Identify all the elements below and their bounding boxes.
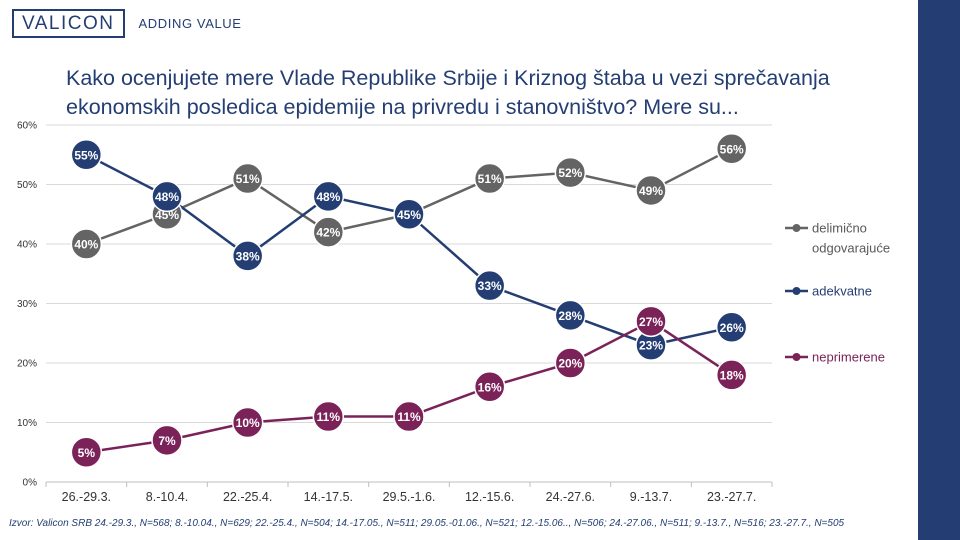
data-point	[393, 400, 425, 433]
data-label: 42%	[316, 226, 340, 240]
x-tick-label: 12.-15.6.	[465, 490, 514, 504]
x-tick-label: 29.5.-1.6.	[383, 490, 436, 504]
data-point	[635, 305, 667, 338]
data-label: 45%	[397, 208, 421, 222]
data-point	[715, 359, 748, 391]
x-tick-label: 14.-17.5.	[304, 490, 353, 504]
data-point	[715, 311, 748, 344]
y-tick-label: 20%	[17, 359, 37, 370]
data-point	[393, 198, 425, 230]
data-point	[231, 162, 264, 195]
data-label: 52%	[558, 166, 582, 180]
data-label: 23%	[639, 339, 663, 353]
data-point	[70, 436, 103, 468]
data-point	[554, 299, 587, 332]
data-point	[70, 139, 103, 171]
data-label: 7%	[158, 434, 176, 448]
y-tick-label: 0%	[23, 478, 38, 489]
series-line	[85, 153, 732, 347]
data-label: 10%	[236, 416, 260, 430]
legend-marker	[792, 224, 801, 232]
data-label: 56%	[720, 142, 744, 156]
data-point	[231, 406, 264, 439]
data-point	[312, 216, 345, 248]
legend-label: neprimerene	[812, 350, 885, 365]
legend-label: adekvatne	[812, 284, 872, 299]
data-label: 11%	[397, 410, 421, 424]
chart-title: Kako ocenjujete mere Vlade Republike Srb…	[66, 66, 830, 119]
data-point	[554, 347, 587, 379]
data-label: 48%	[316, 190, 340, 204]
y-tick-label: 50%	[17, 180, 37, 191]
data-label: 49%	[639, 184, 663, 198]
legend-marker	[792, 287, 801, 295]
valicon-logo: VALICON ADDING VALUE	[12, 8, 242, 38]
data-label: 18%	[720, 368, 744, 382]
data-point	[473, 371, 506, 403]
data-point	[231, 240, 264, 272]
right-accent-band	[918, 0, 960, 540]
data-point	[312, 400, 345, 433]
data-label: 40%	[74, 238, 98, 252]
logo-brand: VALICON	[12, 8, 125, 38]
data-label: 51%	[478, 172, 502, 186]
y-tick-label: 40%	[17, 240, 37, 251]
data-label: 33%	[478, 279, 502, 293]
logo-tagline: ADDING VALUE	[138, 15, 242, 31]
data-point	[151, 180, 183, 213]
data-label: 51%	[236, 172, 260, 186]
x-tick-label: 22.-25.4.	[223, 490, 272, 504]
data-label: 11%	[317, 410, 341, 424]
data-label: 26%	[720, 321, 744, 335]
data-point	[635, 174, 667, 207]
x-tick-label: 26.-29.3.	[62, 490, 111, 504]
data-label: 48%	[155, 190, 179, 204]
data-point	[554, 156, 587, 189]
source-note: Izvor: Valicon SRB 24.-29.3., N=568; 8.-…	[9, 518, 845, 529]
data-point	[473, 269, 506, 302]
data-point	[70, 228, 103, 260]
x-tick-label: 8.-10.4.	[146, 490, 188, 504]
data-label: 38%	[236, 249, 260, 263]
legend-marker	[792, 353, 801, 361]
y-tick-label: 10%	[17, 418, 37, 429]
data-label: 28%	[558, 309, 582, 323]
x-tick-label: 23.-27.7.	[707, 490, 756, 504]
data-point	[473, 162, 506, 195]
data-label: 55%	[74, 148, 98, 162]
x-tick-label: 24.-27.6.	[546, 490, 595, 504]
legend-label: delimično	[812, 221, 867, 236]
y-tick-label: 60%	[17, 121, 37, 132]
data-point	[312, 180, 345, 213]
data-label: 45%	[155, 208, 179, 222]
x-tick-label: 9.-13.7.	[630, 490, 672, 504]
series-line	[86, 320, 733, 454]
data-point	[715, 133, 748, 165]
data-point	[151, 424, 183, 457]
data-label: 5%	[78, 446, 96, 460]
data-label: 16%	[478, 380, 502, 394]
y-tick-label: 30%	[17, 299, 37, 310]
legend-label: odgovarajuće	[812, 241, 890, 256]
data-label: 27%	[639, 315, 663, 329]
data-label: 20%	[558, 357, 582, 371]
